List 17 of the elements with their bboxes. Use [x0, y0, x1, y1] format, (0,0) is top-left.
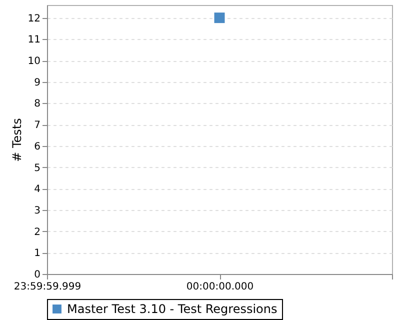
y-tick-label: 11	[28, 34, 40, 46]
y-tick-label: 3	[34, 205, 40, 216]
y-tick-label: 6	[34, 141, 40, 152]
y-tick-label: 10	[28, 56, 40, 68]
y-tick-label: 4	[34, 184, 40, 196]
y-tick-label: 8	[34, 98, 40, 110]
y-tick-label: 7	[34, 120, 40, 132]
x-tick-label: 23:59:59.999	[14, 282, 82, 292]
y-tick-label: 9	[34, 77, 40, 88]
y-tick-label: 0	[34, 270, 40, 280]
y-tick-label: 2	[34, 226, 40, 238]
y-tick-label: 5	[34, 162, 40, 174]
legend-label: Master Test 3.10 - Test Regressions	[67, 302, 278, 316]
x-tick-label: 00:00:00.000	[186, 282, 254, 292]
y-axis-title: # Tests	[10, 118, 24, 162]
y-tick-label: 1	[34, 248, 40, 260]
y-tick-label: 12	[28, 13, 40, 24]
